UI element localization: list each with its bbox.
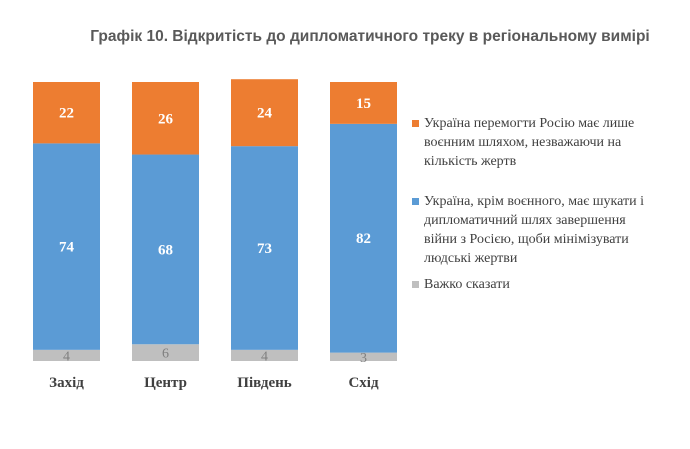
bar-segment [330,82,397,124]
data-label: 3 [360,351,367,366]
data-label: 68 [158,242,173,258]
legend-swatch [412,120,419,127]
legend-label: Важко сказати [424,277,510,292]
data-label: 24 [257,106,273,122]
bar-segment [132,82,199,155]
bar-segment [330,123,397,353]
bar-segment [33,143,100,350]
bar-segment [231,79,298,147]
legend-swatch [412,198,419,205]
data-label: 22 [59,106,74,122]
legend-swatch [412,281,419,288]
bar-segment [231,146,298,350]
legend-label: Україна, крім воєнного, має шукати і дип… [424,194,644,266]
x-tick-label: Центр [144,375,187,391]
data-label: 15 [356,96,371,112]
legend-item: Україна, крім воєнного, має шукати і дип… [412,192,652,268]
bar-segment [33,349,100,361]
bar-segment [330,352,397,361]
data-label: 82 [356,231,371,247]
legend-item: Україна перемогти Росію має лише воєнним… [412,114,652,171]
bar-segment [132,344,199,361]
bar-segment [231,349,298,361]
legend-item: Важко сказати [412,275,652,294]
data-label: 26 [158,111,174,127]
x-tick-label: Захід [49,375,84,391]
x-tick-label: Схід [348,375,379,391]
data-label: 6 [162,347,169,362]
data-label: 4 [261,349,268,364]
data-label: 4 [63,349,70,364]
x-tick-label: Південь [237,375,291,391]
data-label: 73 [257,241,272,257]
legend-label: Україна перемогти Росію має лише воєнним… [424,116,635,169]
bar-segment [132,154,199,345]
bar-segment [33,82,100,144]
chart-title: Графік 10. Відкритість до дипломатичного… [90,28,650,45]
data-label: 74 [59,240,75,256]
